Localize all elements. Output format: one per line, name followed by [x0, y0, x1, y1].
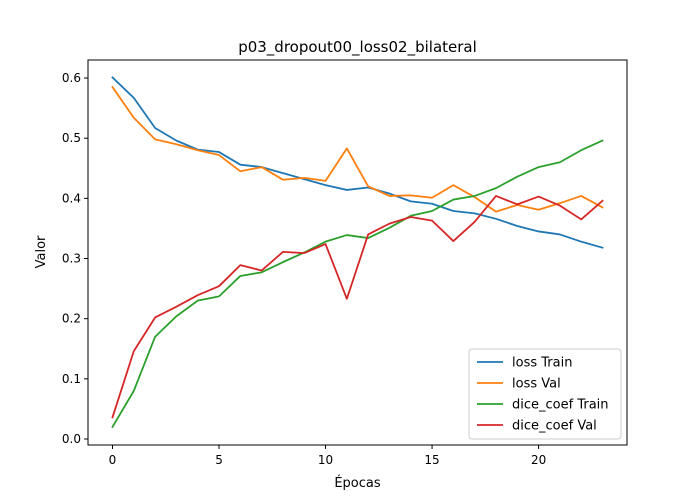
y-tick-label: 0.2 [62, 312, 81, 326]
legend: loss Train loss Val dice_coef Train dice_co… [468, 348, 622, 440]
series-line-loss-val [111, 85, 604, 213]
y-tick-label: 0.3 [62, 252, 81, 266]
chart-title: p03_dropout00_loss02_bilateral [238, 38, 477, 57]
legend-box [468, 348, 622, 440]
y-tick-label: 0.6 [62, 71, 81, 85]
plot-frame [87, 59, 628, 446]
x-tick-label: 10 [318, 453, 333, 467]
series-line-dice-coef-val [111, 195, 604, 419]
x-tick-label: 15 [424, 453, 439, 467]
series-line-loss-train [111, 76, 604, 249]
series-line-dice-coef-train [111, 139, 604, 429]
y-tick-label: 0.1 [62, 372, 81, 386]
legend-label-dice-coef-val: dice_coef Val [512, 419, 597, 434]
y-tick-label: 0.0 [62, 432, 81, 446]
plot-area: 0 5 10 15 20 0.0 0.1 0.2 0.3 0.4 0.5 0.6 [62, 59, 628, 467]
y-tick-label: 0.5 [62, 131, 81, 145]
y-axis-label: Valor [34, 235, 49, 268]
x-tick-label: 5 [215, 453, 223, 467]
x-tick-label: 20 [531, 453, 546, 467]
y-tick-label: 0.4 [62, 191, 81, 205]
x-tick-label: 0 [109, 453, 117, 467]
legend-label-loss-val: loss Val [512, 377, 561, 392]
legend-label-loss-train: loss Train [512, 356, 572, 371]
x-axis-label: Épocas [334, 475, 381, 491]
legend-label-dice-coef-train: dice_coef Train [512, 398, 609, 413]
